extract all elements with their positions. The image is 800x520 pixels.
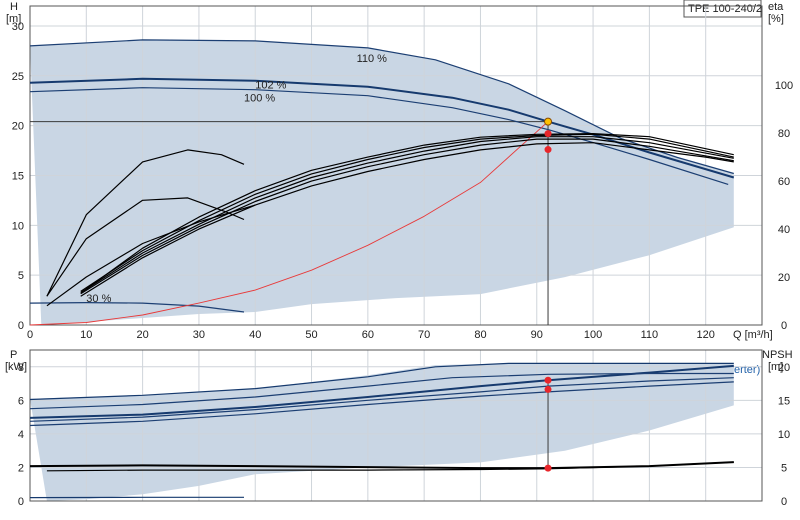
top-x-tick-label: 30 (193, 329, 205, 341)
top-y2label: eta (768, 1, 784, 13)
top-x-tick-label: 100 (584, 329, 602, 341)
top-ylabel: H (10, 1, 18, 13)
top-y-tick-label: 15 (12, 170, 24, 182)
bottom-y-tick-label: 8 (18, 362, 24, 374)
top-ylabel-unit: [m] (6, 13, 21, 25)
bottom-y2label-unit: [m] (768, 361, 783, 373)
top-y-tick-label: 0 (18, 320, 24, 332)
top-y2-tick-label: 60 (778, 176, 790, 188)
top-y-tick-label: 20 (12, 121, 24, 133)
top-y-tick-label: 30 (12, 21, 24, 33)
top-series-eta-f (46, 204, 256, 307)
top-x-tick-label: 10 (80, 329, 92, 341)
chart-title: TPE 100-240/2 (688, 3, 762, 15)
top-x-tick-label: 0 (27, 329, 33, 341)
bottom-y-tick-label: 0 (18, 496, 24, 508)
top-curve-label: 102 % (255, 80, 286, 92)
top-series-eta-g (46, 197, 245, 297)
top-x-tick-label: 110 (641, 329, 659, 341)
top-plot: 0 5 10 15 20 25 30 0 20 40 60 80 100 0 10 20 30 40 50 60 70 8… (12, 5, 793, 341)
top-x-tick-label: 80 (474, 329, 486, 341)
top-operating-point-marker (544, 130, 552, 138)
bottom-ylabel-unit: [kW] (5, 361, 27, 373)
bottom-y-tick-label: 4 (18, 429, 24, 441)
top-y2label-unit: [%] (768, 13, 784, 25)
bottom-y2-tick-label: 0 (781, 496, 787, 508)
top-y-tick-label: 10 (12, 220, 24, 232)
top-curve-label: 30 % (86, 293, 111, 305)
top-y2-tick-label: 0 (781, 320, 787, 332)
top-xlabel: Q [m³/h] (733, 329, 773, 341)
top-x-tick-label: 90 (531, 329, 543, 341)
top-operating-point-marker (544, 146, 552, 154)
top-y2-tick-label: 20 (778, 272, 790, 284)
bottom-y2-tick-label: 20 (778, 362, 790, 374)
bottom-y2-tick-label: 5 (781, 462, 787, 474)
bottom-operating-point-marker (544, 385, 552, 393)
top-operating-area (30, 39, 734, 326)
top-x-tick-label: 120 (697, 329, 715, 341)
bottom-ylabel: P (10, 349, 17, 361)
bottom-operating-point-marker (544, 464, 552, 472)
bottom-series-p-100 (29, 377, 734, 422)
top-series-eta-e (85, 133, 734, 290)
top-series-eta-b (80, 138, 734, 295)
top-y-tick-label: 25 (12, 71, 24, 83)
top-y2-tick-label: 40 (778, 224, 790, 236)
bottom-y-tick-label: 2 (18, 462, 24, 474)
top-series-eta-a (80, 142, 734, 297)
bottom-series-npsh-b (46, 461, 734, 472)
top-series-eta-c (80, 136, 734, 294)
top-plot-frame (29, 5, 763, 326)
top-series-100 (29, 87, 729, 185)
top-operating-point-marker (544, 117, 553, 126)
bottom-plot: 0 2 4 6 8 0 5 10 15 20 (18, 349, 790, 508)
bottom-series-p-110 (29, 362, 734, 401)
top-y2-tick-label: 100 (775, 80, 793, 92)
bottom-y2-tick-label: 15 (778, 395, 790, 407)
top-x-tick-label: 40 (249, 329, 261, 341)
top-series-system (29, 121, 549, 326)
top-series-30 (29, 302, 245, 313)
top-series-102 (29, 77, 735, 179)
title-box (683, 0, 762, 18)
bottom-y2label: NPSH (762, 349, 793, 361)
top-x-tick-label: 60 (362, 329, 374, 341)
top-x-tick-label: 70 (418, 329, 430, 341)
top-x-tick-label: 50 (305, 329, 317, 341)
bottom-y-tick-label: 6 (18, 395, 24, 407)
bottom-y2-tick-label: 10 (778, 429, 790, 441)
top-y-tick-label: 5 (18, 270, 24, 282)
top-series-110 (29, 39, 734, 175)
top-curve-label: 100 % (244, 93, 275, 105)
bottom-operating-point-marker (544, 376, 552, 384)
bottom-series-p-102 (29, 372, 734, 410)
top-curve-label: 110 % (357, 53, 388, 65)
top-x-tick-label: 20 (136, 329, 148, 341)
top-y2-tick-label: 80 (778, 128, 790, 140)
top-series-eta-h (46, 149, 245, 297)
bottom-series-p2 (29, 381, 734, 427)
